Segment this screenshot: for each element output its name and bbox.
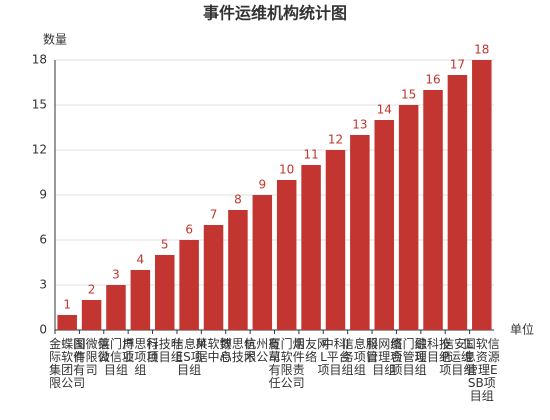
x-tick-label: 用友网络 (293, 337, 329, 364)
bar (301, 165, 321, 330)
x-tick-label: 科网络管理项目组 (366, 336, 402, 377)
bar (472, 60, 492, 330)
value-label: 11 (303, 148, 318, 162)
value-label: 6 (185, 223, 193, 237)
bar (154, 255, 175, 330)
x-tick-label: 厦门综合管理项目组 (391, 336, 427, 377)
value-label: 3 (112, 268, 120, 282)
bar (81, 300, 102, 330)
bar (228, 210, 248, 330)
bar (57, 315, 77, 330)
y-tick-label: 15 (32, 98, 47, 112)
y-tick-label: 9 (39, 188, 47, 202)
x-tick-label: 杭州有限公司 (244, 336, 280, 364)
x-tick-label: 国软信息资源管理E SB项目组 (464, 337, 500, 403)
value-label: 14 (377, 103, 392, 117)
value-label: 2 (88, 283, 96, 297)
y-axis-label: 数量 (43, 32, 67, 47)
x-tick-label: 图微信有限公司 (74, 337, 110, 377)
value-label: 17 (450, 58, 465, 72)
x-tick-label: 信安L P运维项目组 (439, 336, 475, 377)
x-axis-label: 单位 (510, 322, 534, 337)
x-tick-label: 信息服务项目组 (342, 336, 378, 377)
x-tick-label: 信息M ES项目组 (172, 336, 206, 377)
chart-title: 事件运维机构统计图 (203, 4, 347, 23)
value-label: 4 (137, 253, 145, 267)
x-tick-label: 莱门户微信项目组 (98, 336, 134, 377)
bar (203, 225, 224, 330)
bar (374, 120, 395, 330)
value-label: 8 (234, 193, 242, 207)
value-label: 18 (474, 43, 489, 57)
y-tick-label: 18 (32, 53, 47, 67)
bar (423, 90, 443, 330)
x-tick-label: 莱软数据中心 (196, 336, 232, 364)
y-tick-label: 3 (39, 278, 47, 292)
value-label: 1 (63, 298, 71, 312)
bar (179, 240, 199, 330)
x-tick-label: 金蝶国际软件集团有限公司 (49, 336, 85, 390)
x-tick-label: 融科技项目组 (415, 337, 451, 364)
x-tick-label: 博思行业项目组 (122, 336, 158, 377)
value-label: 15 (401, 88, 416, 102)
y-tick-label: 12 (32, 143, 47, 157)
bar (398, 105, 419, 330)
bar (350, 135, 370, 330)
y-tick-label: 0 (39, 323, 47, 337)
bar (447, 75, 468, 330)
bar (130, 270, 151, 330)
value-label: 10 (279, 163, 294, 177)
value-label: 7 (210, 208, 218, 222)
x-tick-label: 中科I L平台项目组 (317, 336, 353, 377)
value-label: 13 (352, 118, 367, 132)
y-tick-label: 6 (39, 233, 47, 247)
bar (276, 180, 297, 330)
bar (106, 285, 126, 330)
x-tick-label: 科技叶项目组 (147, 337, 183, 364)
value-label: 9 (258, 178, 266, 192)
value-label: 16 (425, 73, 440, 87)
x-tick-label: 厦门烟草软件有限责任公司 (269, 336, 305, 390)
value-label: 5 (161, 238, 169, 252)
bar (252, 195, 273, 330)
value-label: 12 (328, 133, 343, 147)
x-tick-label: 博思信息技术 (220, 336, 256, 364)
bar (325, 150, 346, 330)
